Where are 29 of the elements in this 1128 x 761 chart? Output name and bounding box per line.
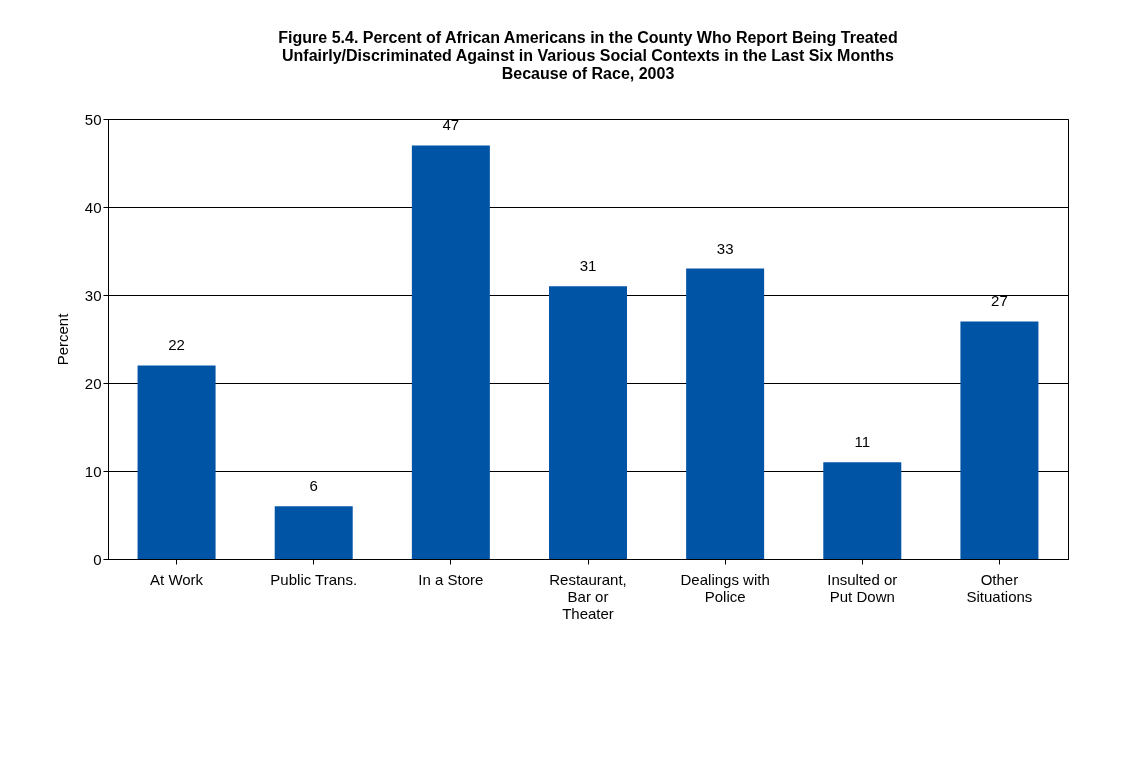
y-tick-label: 10 (84, 462, 102, 480)
bar (686, 268, 765, 559)
y-axis-title: Percent (53, 312, 71, 366)
x-tick-label: Restaurant, Bar or Theater (549, 570, 627, 622)
data-label: 22 (168, 336, 185, 354)
x-tick-label: Insulted or Put Down (827, 570, 898, 605)
y-tick-label: 0 (93, 550, 102, 568)
data-label: 6 (309, 477, 318, 495)
bar (823, 462, 902, 559)
bar (274, 506, 353, 559)
chart-title: Figure 5.4. Percent of African Americans in the County Who Report Being Treated Unfairly/Discriminated Against in Various Social Contexts in the Last Six Months Because of Race, 2003 (278, 29, 898, 82)
bar (137, 365, 216, 559)
x-tick-label: Other Situations (966, 570, 1033, 605)
x-tick-label: Dealings with Police (680, 570, 770, 605)
data-label: 33 (716, 239, 734, 257)
y-tick-label: 50 (84, 110, 102, 128)
data-label: 27 (991, 292, 1008, 310)
x-tick-label: At Work (150, 570, 204, 588)
x-tick-label: Public Trans. (270, 570, 358, 588)
data-label: 31 (579, 257, 597, 275)
y-tick-label: 30 (84, 286, 102, 304)
data-label: 47 (442, 116, 460, 134)
x-tick-label: In a Store (418, 570, 484, 588)
bar (411, 145, 490, 559)
y-tick-label: 20 (84, 374, 102, 392)
bar (960, 321, 1039, 559)
y-tick-label: 40 (84, 198, 102, 216)
bar (549, 286, 627, 559)
data-label: 11 (854, 433, 871, 451)
